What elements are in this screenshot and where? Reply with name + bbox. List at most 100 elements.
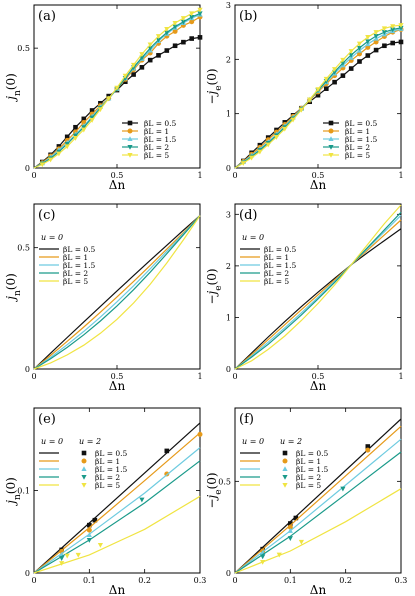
data-point bbox=[332, 67, 338, 72]
legend-header: u = 0 bbox=[242, 233, 264, 242]
x-axis-label: Δn bbox=[310, 583, 327, 596]
data-point bbox=[356, 45, 363, 51]
data-point bbox=[172, 24, 178, 30]
data-point bbox=[365, 44, 371, 50]
data-point bbox=[164, 30, 170, 36]
data-point bbox=[287, 528, 293, 533]
legend-entry: βL = 5 bbox=[264, 277, 289, 286]
legend-entry: βL = 5 bbox=[296, 481, 321, 490]
panel-label: (f) bbox=[239, 412, 254, 427]
data-point bbox=[72, 136, 79, 141]
data-point bbox=[287, 536, 293, 541]
data-point bbox=[89, 118, 95, 123]
data-point bbox=[164, 448, 170, 454]
x-tick-label: 0.5 bbox=[111, 171, 124, 180]
data-point bbox=[39, 162, 45, 168]
legend-marker bbox=[81, 450, 87, 456]
y-tick-label: 3 bbox=[226, 210, 231, 219]
data-point bbox=[381, 26, 387, 32]
data-point bbox=[180, 19, 186, 25]
data-point bbox=[287, 524, 293, 530]
y-tick-label: 0 bbox=[25, 164, 30, 173]
data-point bbox=[75, 552, 81, 558]
x-tick-label: 0.5 bbox=[312, 171, 325, 180]
data-point bbox=[373, 30, 379, 35]
panel-b: 0 0.5 1 0 1 2 3 Δn −je(0) (b) βL = 0.5βL = 1βL = 1… bbox=[205, 1, 404, 192]
data-point bbox=[164, 48, 170, 53]
data-point bbox=[273, 135, 280, 140]
data-point bbox=[59, 561, 65, 566]
legend-entry: βL = 5 bbox=[95, 481, 120, 490]
series-line-beta-2 bbox=[234, 211, 402, 370]
series-line-beta-1 bbox=[234, 219, 402, 370]
x-tick-label: 1 bbox=[197, 171, 202, 180]
data-point bbox=[56, 151, 62, 157]
data-point bbox=[365, 444, 371, 449]
data-point bbox=[315, 92, 321, 98]
x-tick-label: 0.2 bbox=[339, 576, 352, 585]
data-point bbox=[293, 515, 299, 521]
data-point bbox=[97, 107, 103, 113]
data-point bbox=[197, 11, 203, 17]
data-point bbox=[288, 521, 293, 526]
data-point bbox=[398, 39, 404, 45]
data-point bbox=[64, 144, 70, 150]
data-point bbox=[189, 11, 195, 17]
legend-entry: βL = 0.5 bbox=[63, 245, 96, 254]
x-tick-label: 1 bbox=[398, 372, 403, 381]
legend-entry: βL = 1.5 bbox=[95, 465, 128, 474]
y-axis-label: jn(0) bbox=[4, 73, 23, 103]
data-point bbox=[298, 107, 304, 113]
data-point bbox=[282, 126, 288, 132]
x-axis-label: Δn bbox=[109, 178, 126, 192]
x-tick-label: 0.3 bbox=[395, 576, 408, 585]
legend-entry: βL = 1.5 bbox=[296, 465, 329, 474]
x-tick-label: 0.3 bbox=[194, 576, 207, 585]
legend-entry: βL = 2 bbox=[345, 143, 370, 152]
data-point bbox=[340, 57, 346, 63]
legend-marker bbox=[282, 450, 288, 456]
series-line-beta-5 bbox=[33, 495, 201, 574]
panel-label: (a) bbox=[38, 9, 56, 24]
legend-marker bbox=[81, 466, 87, 471]
x-axis-label: Δn bbox=[109, 379, 126, 393]
series-line-beta-1 bbox=[33, 215, 201, 370]
series-line-beta-2 bbox=[33, 215, 201, 370]
legend-entry: βL = 5 bbox=[144, 151, 169, 160]
data-point bbox=[86, 532, 92, 538]
legend-entry: βL = 1 bbox=[95, 457, 120, 466]
data-point bbox=[373, 47, 379, 53]
legend-entry: βL = 1 bbox=[63, 253, 88, 262]
data-point bbox=[139, 65, 145, 70]
y-tick-label: 1 bbox=[226, 110, 231, 119]
y-axis-label: −je(0) bbox=[205, 68, 224, 104]
legend-entry: βL = 2 bbox=[95, 473, 120, 482]
panel-f: 0 0.1 0.2 0.3 0 0.5 Δn −je(0) (f) u = 0 u = 2 βL = … bbox=[205, 407, 408, 596]
data-point bbox=[156, 53, 161, 58]
data-point bbox=[86, 538, 92, 543]
x-tick-label: 0 bbox=[232, 372, 237, 381]
data-point bbox=[131, 72, 136, 77]
data-point bbox=[348, 52, 354, 58]
x-tick-label: 0.5 bbox=[312, 372, 325, 381]
data-point bbox=[197, 7, 203, 13]
data-point bbox=[357, 51, 362, 57]
legend-header: u = 0 bbox=[41, 233, 63, 242]
series-line-beta-5 bbox=[234, 204, 402, 370]
data-point bbox=[398, 25, 404, 31]
x-tick-label: 0 bbox=[31, 372, 36, 381]
data-point bbox=[249, 155, 255, 161]
x-tick-label: 1 bbox=[398, 171, 403, 180]
plot-frame bbox=[234, 407, 402, 574]
x-tick-label: 0 bbox=[31, 576, 36, 585]
y-tick-label: 0 bbox=[25, 569, 30, 578]
data-point bbox=[298, 539, 304, 545]
data-point bbox=[390, 24, 396, 29]
legend-marker bbox=[127, 136, 133, 141]
legend-marker bbox=[328, 120, 334, 126]
data-point bbox=[147, 46, 153, 51]
